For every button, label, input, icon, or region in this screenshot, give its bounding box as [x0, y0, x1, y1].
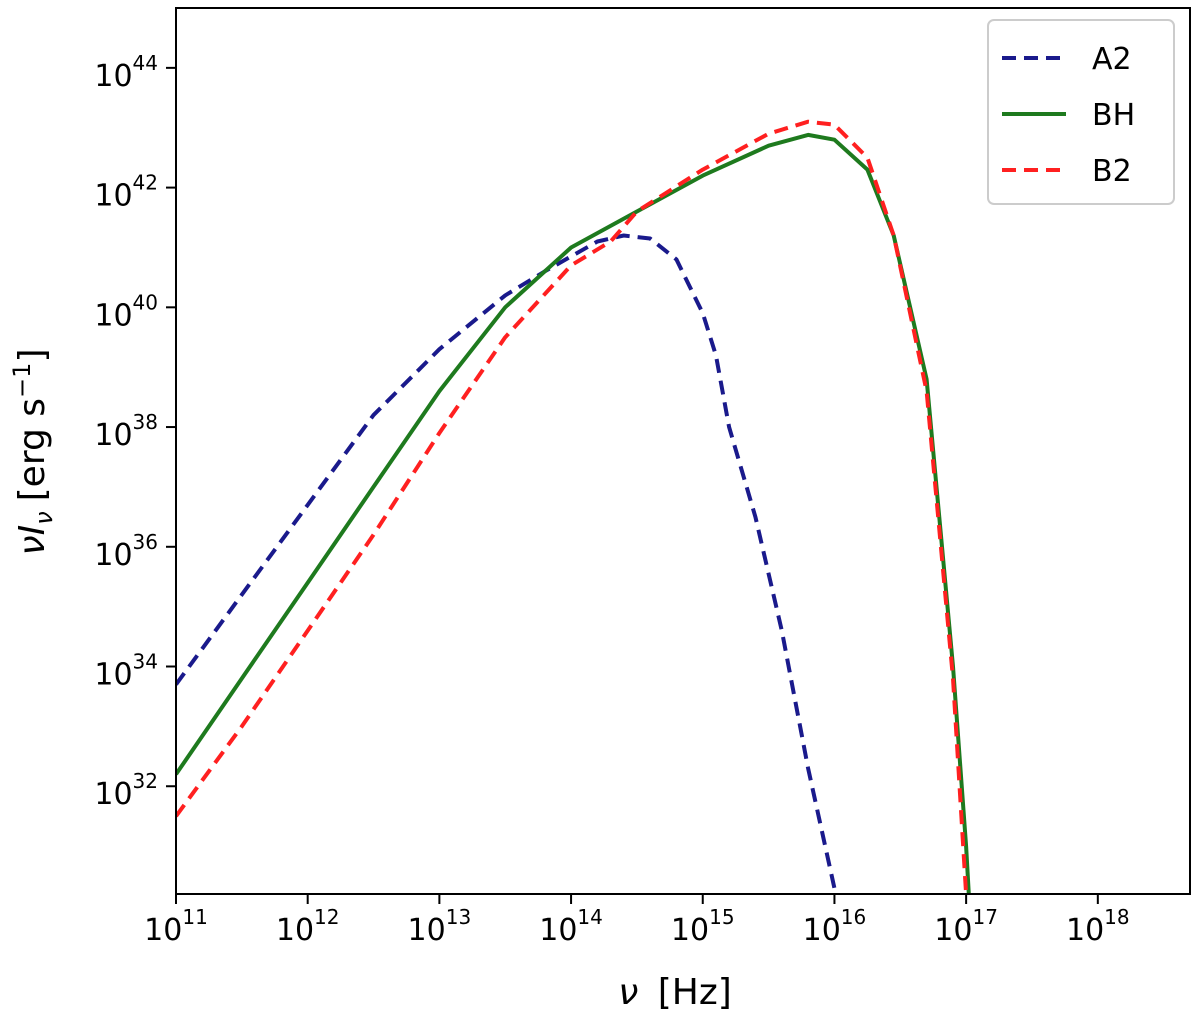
x-tick-label: 1015	[671, 905, 735, 948]
y-axis-unit-post: ]	[12, 349, 53, 363]
y-tick-label: 1042	[94, 171, 158, 214]
legend: A2 BH B2	[987, 19, 1175, 205]
svg-text:νIν[erg s−1]: νIν [erg s−1]	[8, 349, 58, 556]
x-tick-label: 1014	[539, 905, 603, 948]
y-tick-label: 1040	[94, 290, 158, 333]
x-tick-label: 1017	[934, 905, 998, 948]
x-tick-label: 1012	[276, 905, 340, 948]
series-line-bh	[176, 132, 971, 894]
y-tick-label: 1044	[94, 51, 158, 94]
y-tick-label: 1032	[94, 769, 158, 812]
legend-label-a2: A2	[1092, 42, 1132, 77]
x-axis-unit: [Hz]	[658, 972, 732, 1013]
y-tick-label: 1036	[94, 530, 158, 573]
x-axis-symbol: ν	[618, 972, 638, 1013]
y-axis: 1032 1034 1036 1038 1040 1042 1044	[94, 51, 176, 812]
y-tick-label: 1038	[94, 410, 158, 453]
x-axis-label: ν [Hz]	[618, 972, 732, 1013]
y-axis-label: νIν [erg s−1]	[8, 349, 58, 556]
series-line-a2	[176, 233, 837, 889]
x-tick-label: 1011	[144, 905, 208, 948]
x-tick-label: 1016	[803, 905, 867, 948]
plot-frame	[175, 7, 1191, 895]
series-line-b2	[176, 119, 969, 894]
y-axis-symbol-sub: ν	[30, 511, 58, 524]
svg-text:ν [Hz]: ν [Hz]	[618, 972, 732, 1013]
x-tick-label: 1013	[408, 905, 472, 948]
legend-box	[987, 19, 1175, 205]
y-tick-label: 1034	[94, 650, 158, 693]
y-axis-symbol: νI	[12, 525, 53, 556]
x-axis: 1011 1012 1013 1014 1015 1016 1017 1018	[144, 894, 1130, 948]
y-axis-unit-pre: [erg s	[12, 398, 53, 501]
y-axis-unit-sup: −1	[8, 363, 36, 398]
legend-label-b2: B2	[1092, 154, 1132, 189]
legend-label-bh: BH	[1092, 98, 1135, 133]
x-tick-label: 1018	[1066, 905, 1130, 948]
series-layer	[176, 119, 971, 894]
